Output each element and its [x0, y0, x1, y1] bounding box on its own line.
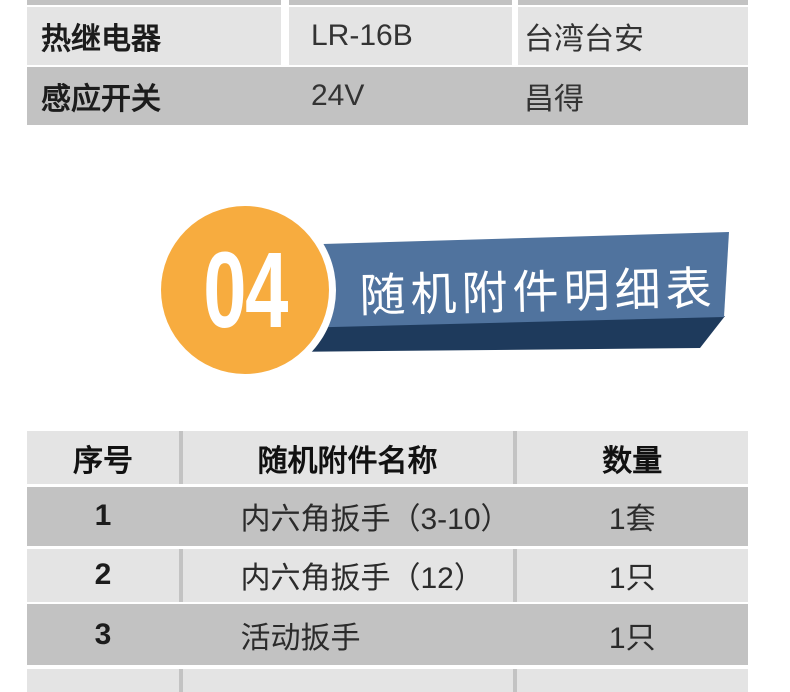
clipped-cell: [27, 0, 281, 5]
accessory-qty: 1套: [516, 486, 748, 546]
accessory-row: 2 内六角扳手（12） 1只: [27, 548, 748, 602]
accessory-row: 1 内六角扳手（3-10） 1套: [27, 486, 748, 546]
spec-table-clipped-row: [27, 0, 748, 5]
clipped-cell: [289, 0, 512, 5]
accessory-qty: [516, 669, 748, 692]
accessories-header-row: 序号 随机附件名称 数量: [27, 431, 748, 484]
column-divider: [179, 548, 183, 602]
spec-name-cell: 热继电器: [27, 6, 281, 65]
spec-row-induction-switch: 感应开关 24V 昌得: [27, 67, 748, 125]
clipped-cell: [518, 0, 748, 5]
column-divider: [179, 669, 183, 692]
column-divider: [512, 486, 517, 546]
accessory-qty: 1只: [516, 604, 748, 665]
column-divider: [281, 67, 289, 125]
header-serial: 序号: [27, 431, 179, 484]
accessory-name: 内六角扳手（3-10）: [182, 486, 513, 546]
spec-model-cell: 24V: [289, 67, 512, 125]
column-divider: [179, 604, 183, 665]
accessory-serial: 1: [27, 486, 179, 546]
accessory-row: 3 活动扳手 1只: [27, 604, 748, 665]
accessory-name: 内六角扳手（12）: [182, 548, 513, 602]
spec-row-thermal-relay: 热继电器 LR-16B 台湾台安: [27, 6, 748, 65]
section-title: 随机附件明细表: [359, 262, 718, 322]
section-number-badge: 04: [161, 206, 329, 374]
accessory-row-clipped: [27, 669, 748, 692]
accessory-serial: [27, 669, 179, 692]
spec-table: 热继电器 LR-16B 台湾台安 感应开关 24V 昌得: [27, 0, 748, 125]
spec-name-cell: 感应开关: [27, 67, 281, 125]
banner-ribbon: [255, 232, 729, 329]
spec-brand-cell: 昌得: [518, 67, 748, 125]
column-divider: [179, 431, 183, 484]
accessory-qty: 1只: [516, 548, 748, 602]
column-divider: [281, 0, 289, 5]
header-qty: 数量: [516, 431, 748, 484]
column-divider: [512, 669, 517, 692]
accessory-serial: 3: [27, 604, 179, 665]
accessory-name: 活动扳手: [182, 604, 513, 665]
accessory-serial: 2: [27, 548, 179, 602]
column-divider: [512, 67, 518, 125]
column-divider: [512, 548, 517, 602]
spec-brand-cell: 台湾台安: [518, 6, 748, 65]
spec-model-cell: LR-16B: [289, 6, 512, 65]
section-number: 04: [203, 229, 288, 350]
column-divider: [179, 486, 183, 546]
column-divider: [512, 604, 517, 665]
column-divider: [281, 7, 289, 65]
header-name: 随机附件名称: [182, 431, 513, 484]
column-divider: [512, 431, 517, 484]
section-banner: 随机附件明细表 04: [160, 205, 760, 385]
accessories-table: 序号 随机附件名称 数量 1 内六角扳手（3-10） 1套 2 内六角扳手（12…: [27, 431, 748, 692]
accessory-name: [182, 669, 513, 692]
